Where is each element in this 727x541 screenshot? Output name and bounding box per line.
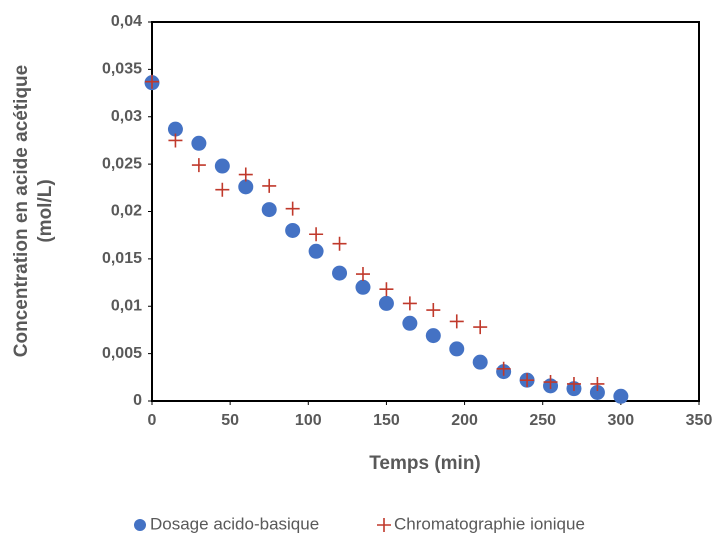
point [355, 267, 370, 282]
point [426, 303, 441, 318]
legend-marker [377, 518, 391, 532]
point [332, 265, 348, 281]
y-tick-label: 0 [133, 392, 142, 409]
y-axis-title: (mol/L) [35, 179, 56, 242]
point [191, 158, 206, 173]
x-tick-label: 0 [148, 412, 157, 429]
y-tick-label: 0,01 [111, 297, 142, 314]
y-tick-label: 0,025 [102, 155, 142, 172]
y-tick-label: 0,005 [102, 345, 142, 362]
point [145, 74, 159, 89]
point [215, 182, 230, 197]
point [425, 328, 441, 344]
x-tick-label: 350 [686, 412, 713, 429]
point [308, 243, 324, 259]
point [167, 121, 183, 137]
point [449, 314, 464, 329]
point [309, 227, 324, 242]
y-tick-label: 0,02 [111, 203, 142, 220]
point [543, 375, 558, 390]
point [262, 178, 277, 193]
x-tick-label: 50 [221, 412, 239, 429]
x-tick-label: 300 [608, 412, 635, 429]
point [613, 388, 629, 404]
point [473, 320, 488, 335]
point [590, 376, 605, 391]
y-tick-label: 0,035 [102, 61, 142, 78]
point [402, 296, 417, 311]
point [238, 167, 253, 182]
point [191, 135, 207, 151]
y-axis-title: Concentration en acide acétique [11, 65, 32, 357]
point [238, 179, 254, 195]
y-tick-label: 0,04 [111, 13, 142, 30]
point [496, 361, 511, 376]
point [472, 354, 488, 370]
point [402, 315, 418, 331]
y-tick-label: 0,03 [111, 108, 142, 125]
point [449, 341, 465, 357]
point [332, 236, 347, 251]
point [589, 384, 605, 400]
x-axis-title: Temps (min) [369, 453, 481, 474]
legend-label: Dosage acido-basique [150, 514, 319, 533]
legend-label: Chromatographie ionique [394, 514, 585, 533]
point [261, 202, 277, 218]
point [378, 295, 394, 311]
point [355, 279, 371, 295]
point [520, 373, 535, 388]
point [168, 133, 183, 148]
x-tick-label: 200 [451, 412, 478, 429]
point [379, 282, 394, 297]
legend-marker [134, 519, 146, 531]
point [285, 222, 301, 238]
x-tick-label: 150 [373, 412, 400, 429]
point [566, 376, 581, 391]
plot-area [151, 21, 700, 402]
point [214, 158, 230, 174]
x-tick-label: 250 [529, 412, 556, 429]
x-tick-label: 100 [295, 412, 322, 429]
y-tick-label: 0,015 [102, 250, 142, 267]
point [285, 201, 300, 216]
